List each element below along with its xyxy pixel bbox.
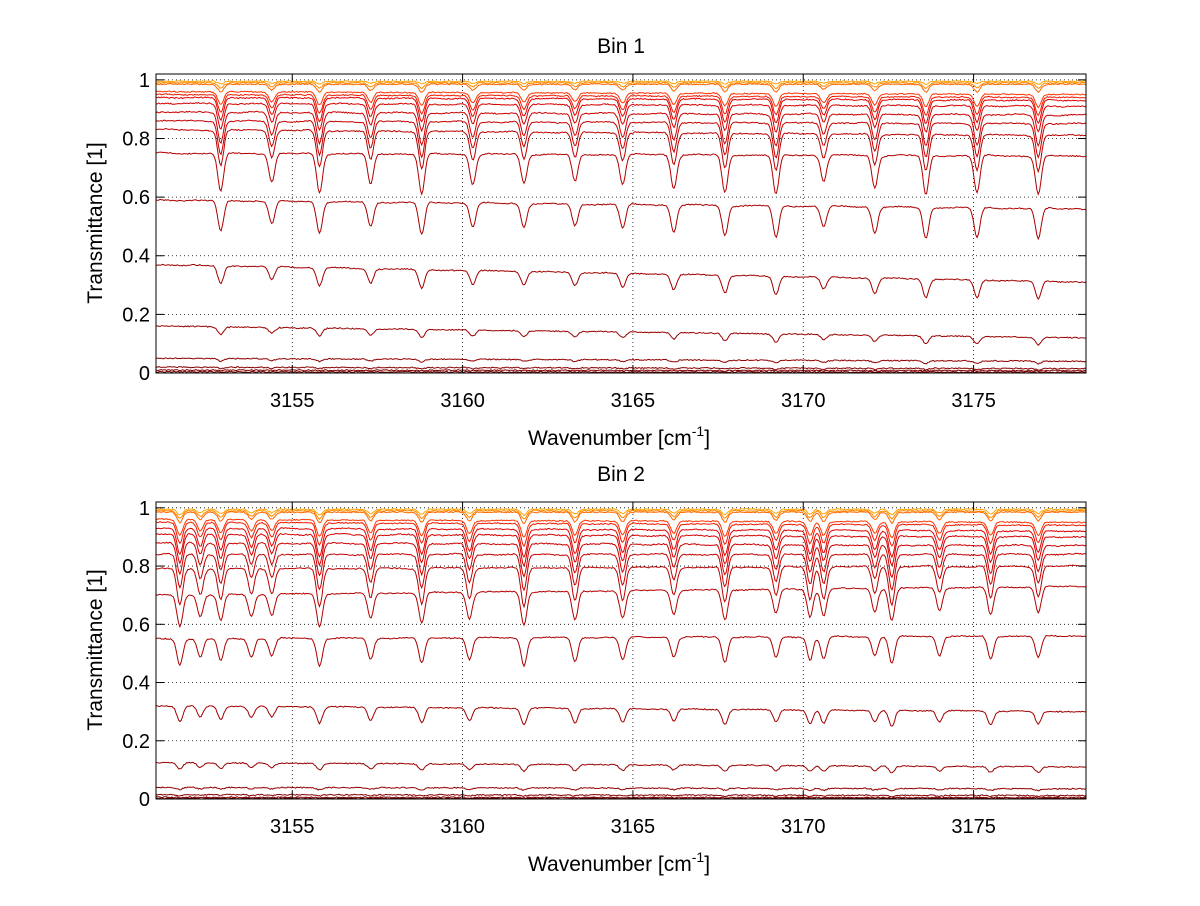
series-line [155, 127, 1086, 174]
series-group [155, 80, 1087, 374]
y-tick-label: 0 [139, 789, 150, 811]
series-line [155, 93, 1087, 117]
x-tick-label: 3170 [781, 816, 826, 838]
y-tick-label: 1 [139, 70, 150, 92]
x-tick-label: 3175 [951, 390, 996, 412]
axes-box [155, 501, 1087, 800]
ticks: 3155 3160 3165 3170 3175 0 0.2 0.4 0.6 0.8 1 [122, 498, 1086, 838]
series-line [155, 82, 1087, 94]
y-tick-label: 0.2 [122, 304, 150, 326]
series-line [155, 198, 1087, 241]
x-axis-label: Wavenumber [cm-1] [528, 423, 710, 450]
axes-box [155, 73, 1087, 374]
y-tick-label: 0.6 [122, 187, 150, 209]
series-line [155, 527, 1087, 559]
x-axis-label-superscript: -1 [692, 423, 705, 439]
series-line [155, 110, 1087, 148]
series-line [155, 81, 1087, 90]
series-line [155, 796, 1087, 800]
x-tick-label: 3165 [611, 390, 656, 412]
series-line [155, 151, 1087, 196]
series-line [155, 509, 1087, 521]
series-line [156, 541, 1087, 579]
series-line [155, 786, 1087, 792]
series-line [155, 368, 1087, 373]
series-line [155, 761, 1087, 774]
x-tick-label: 3155 [270, 816, 315, 838]
panel-bin-2: 3155 3160 3165 3170 3175 0 0.2 0.4 0.6 0.8 1 Bin 2… [84, 463, 1087, 876]
series-line [155, 101, 1087, 133]
series-line [155, 119, 1087, 159]
y-axis-label: Transmittance [1] [84, 142, 107, 303]
series-line [155, 357, 1087, 365]
series-line [155, 508, 1087, 517]
y-tick-label: 0 [139, 363, 150, 385]
y-tick-label: 0.8 [122, 556, 150, 578]
series-line [155, 518, 1087, 539]
x-tick-label: 3175 [951, 816, 996, 838]
x-axis-label-superscript: -1 [692, 849, 705, 865]
series-line [155, 704, 1087, 727]
y-tick-label: 0.4 [122, 246, 150, 268]
x-tick-label: 3170 [781, 390, 826, 412]
x-axis-label-close: ] [704, 427, 710, 450]
series-line [155, 521, 1086, 548]
series-line [155, 263, 1087, 301]
x-tick-label: 3160 [440, 390, 485, 412]
series-line [155, 564, 1087, 609]
series-line [155, 532, 1087, 568]
series-line [155, 90, 1087, 109]
x-axis-label-close: ] [704, 853, 710, 876]
series-line [155, 585, 1087, 629]
series-line [156, 80, 1086, 85]
ticks: 3155 3160 3165 3170 3175 0 0.2 0.4 0.6 0.8 1 [122, 70, 1086, 412]
panel-bin-1: 3155 3160 3165 3170 3175 0 0.2 0.4 0.6 0.8 1 Bin 1… [84, 35, 1087, 450]
series-line [155, 634, 1087, 668]
series-group [155, 508, 1087, 800]
x-tick-label: 3155 [270, 390, 315, 412]
plot-area [156, 502, 1086, 799]
series-line [155, 510, 1087, 525]
y-tick-label: 0.2 [122, 731, 150, 753]
y-tick-label: 0.6 [122, 614, 150, 636]
series-line [155, 552, 1087, 592]
x-axis-label: Wavenumber [cm-1] [528, 849, 710, 876]
y-axis-label: Transmittance [1] [84, 569, 107, 730]
x-tick-label: 3160 [440, 816, 485, 838]
x-tick-label: 3165 [611, 816, 656, 838]
y-tick-label: 0.8 [122, 128, 150, 150]
series-line [155, 793, 1087, 798]
series-line [155, 325, 1087, 347]
chart-title: Bin 1 [597, 35, 645, 58]
x-axis-label-main: Wavenumber [cm [528, 853, 692, 876]
chart-title: Bin 2 [597, 463, 645, 486]
series-line [156, 366, 1087, 371]
y-tick-label: 1 [139, 498, 150, 520]
series-line [156, 96, 1087, 125]
y-tick-label: 0.4 [122, 673, 150, 695]
x-axis-label-main: Wavenumber [cm [528, 427, 692, 450]
